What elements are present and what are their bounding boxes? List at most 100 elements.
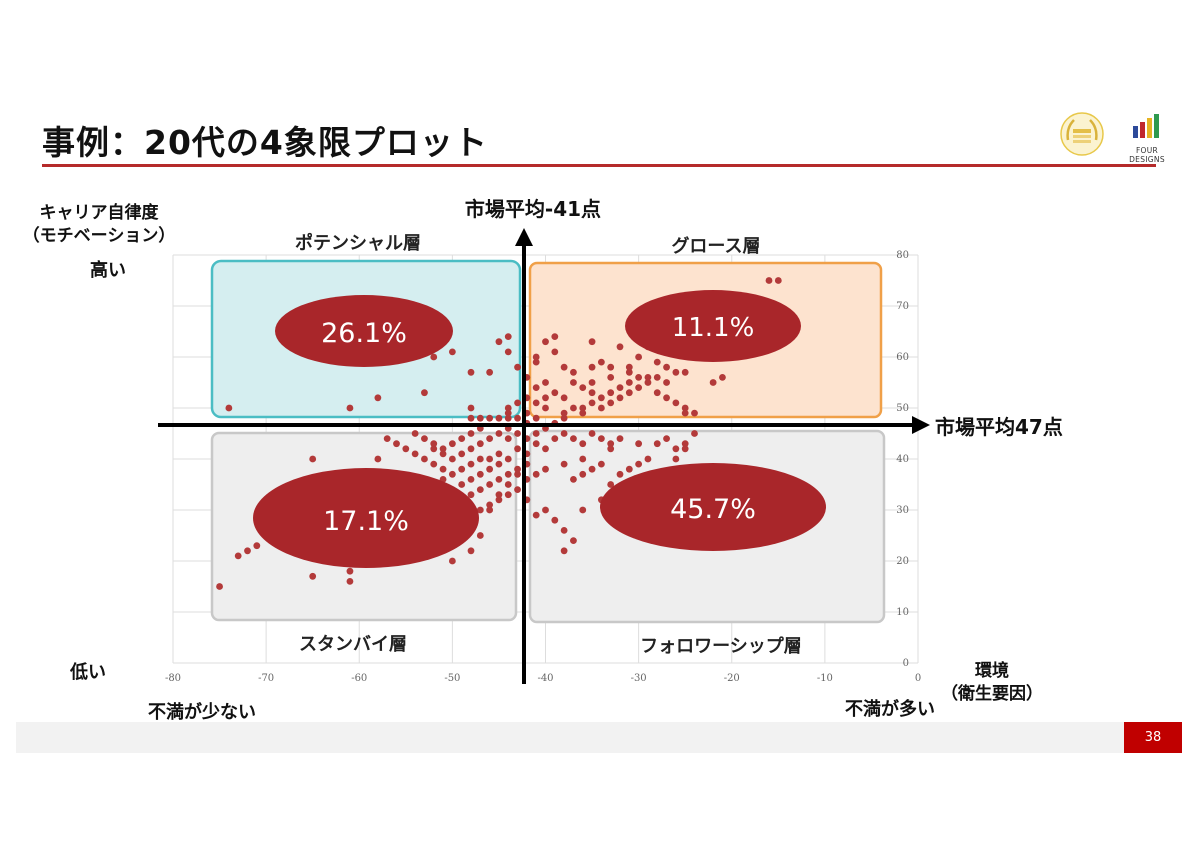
x-tick-label: -10 xyxy=(817,673,833,684)
data-point xyxy=(607,399,615,407)
data-point xyxy=(588,338,596,346)
data-point xyxy=(579,455,587,463)
page-number: 38 xyxy=(1124,722,1182,753)
data-point xyxy=(551,389,559,397)
data-point xyxy=(467,414,475,422)
data-point xyxy=(691,430,698,437)
data-point xyxy=(570,537,577,544)
data-point xyxy=(383,435,391,442)
y-axis-subtitle: （モチベーション） xyxy=(22,226,176,246)
data-point xyxy=(495,491,503,499)
market-avg-x-label: 市場平均-41点 xyxy=(465,197,601,221)
quadrant-name-bottom-right: フォロワーシップ層 xyxy=(640,635,802,657)
data-point xyxy=(560,527,568,534)
data-point xyxy=(560,409,568,417)
data-point xyxy=(374,394,382,402)
data-point xyxy=(448,470,456,478)
data-point xyxy=(560,394,568,402)
data-point xyxy=(476,486,484,493)
data-point xyxy=(495,450,503,458)
y-axis-arrowhead xyxy=(515,228,533,246)
share-ellipse-bottom-right xyxy=(600,463,826,551)
data-point xyxy=(514,363,521,371)
data-point xyxy=(374,455,382,463)
data-point xyxy=(570,368,577,376)
data-point xyxy=(458,465,466,473)
data-point xyxy=(486,368,494,376)
data-point xyxy=(579,470,587,478)
data-point xyxy=(542,506,549,514)
brand-name: FOUR DESIGNS xyxy=(1129,146,1165,164)
data-point xyxy=(421,435,428,442)
page-title: 事例：20代の4象限プロット xyxy=(42,123,488,162)
data-point xyxy=(765,277,773,284)
data-point xyxy=(532,358,540,366)
data-point xyxy=(476,414,484,422)
data-point xyxy=(430,440,438,448)
data-point xyxy=(625,368,633,376)
data-point xyxy=(532,414,540,422)
data-point xyxy=(486,414,494,422)
data-point xyxy=(467,430,475,437)
x-tick-label: 0 xyxy=(915,673,921,684)
data-point xyxy=(653,389,661,397)
data-point xyxy=(607,445,615,453)
y-tick-label: 30 xyxy=(896,505,909,516)
y-axis-title: キャリア自律度 xyxy=(39,203,159,223)
data-point xyxy=(244,547,251,555)
data-point xyxy=(653,374,661,381)
data-point xyxy=(570,435,577,442)
data-point xyxy=(514,414,521,422)
quadrant-name-top-left: ポテンシャル層 xyxy=(295,232,421,254)
data-point xyxy=(579,409,587,417)
data-point xyxy=(532,511,540,519)
data-point xyxy=(467,445,475,453)
data-point xyxy=(542,465,549,473)
data-point xyxy=(504,470,512,478)
data-point xyxy=(514,445,521,453)
data-point xyxy=(616,384,624,391)
data-point xyxy=(625,389,633,397)
data-point xyxy=(225,404,233,412)
data-point xyxy=(681,404,689,412)
x-tick-label: -50 xyxy=(444,673,460,684)
data-point xyxy=(495,414,503,422)
data-point xyxy=(346,404,354,412)
data-point xyxy=(309,455,317,463)
data-point xyxy=(607,374,615,381)
data-point xyxy=(504,333,512,340)
x-tick-label: -20 xyxy=(724,673,740,684)
data-point xyxy=(663,435,670,442)
data-point xyxy=(691,409,698,417)
data-point xyxy=(504,435,512,442)
data-point xyxy=(514,399,521,407)
data-point xyxy=(476,532,484,539)
data-point xyxy=(653,358,661,366)
data-point xyxy=(532,440,540,448)
x-tick-label: -60 xyxy=(351,673,367,684)
data-point xyxy=(542,445,549,453)
data-point xyxy=(579,404,587,412)
data-point xyxy=(430,445,438,453)
data-point xyxy=(644,455,652,463)
data-point xyxy=(421,455,428,463)
data-point xyxy=(448,455,456,463)
data-point xyxy=(467,368,475,376)
data-point xyxy=(570,379,577,386)
data-point xyxy=(560,547,568,555)
data-point xyxy=(560,460,568,468)
data-point xyxy=(504,414,512,422)
y-tick-label: 80 xyxy=(896,250,909,261)
data-point xyxy=(476,440,484,448)
chart-ticks: -80 -70 -60 -50 -40 -30 -20 -10 00 10 20 30 40 50 60 70… xyxy=(165,250,921,684)
data-point xyxy=(402,445,410,453)
data-point xyxy=(430,460,438,468)
footer-bar xyxy=(16,722,1124,753)
x-axis-arrowhead xyxy=(912,416,930,434)
data-point xyxy=(663,394,670,402)
y-tick-label: 0 xyxy=(903,658,909,669)
data-point xyxy=(570,404,577,412)
x-tick-label: -30 xyxy=(631,673,647,684)
data-point xyxy=(467,547,475,555)
